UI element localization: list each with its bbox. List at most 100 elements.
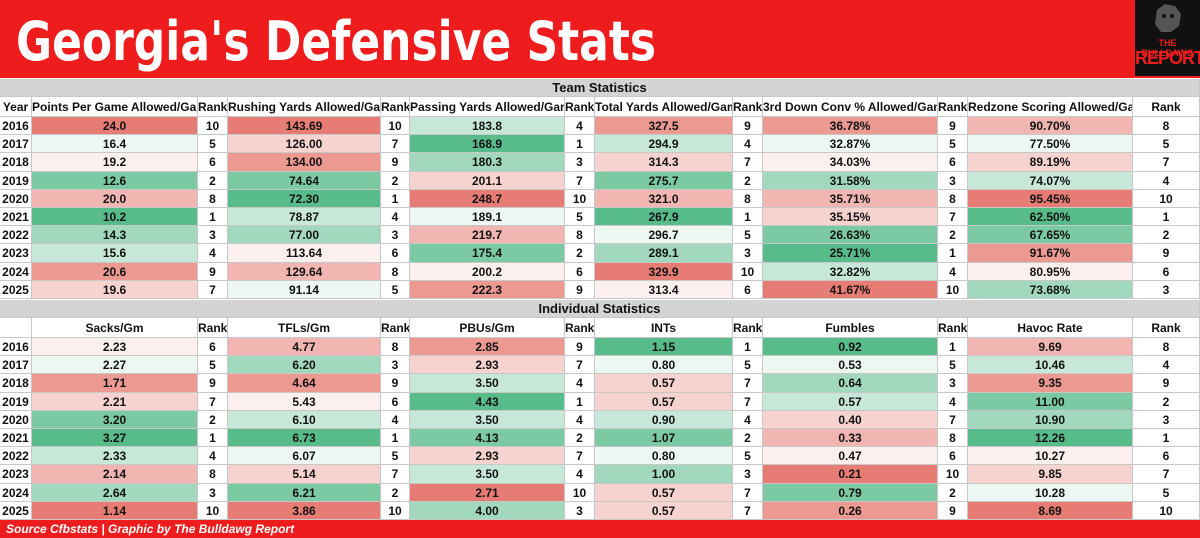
stat-cell: 219.7 bbox=[410, 226, 565, 245]
stat-cell: 12.26 bbox=[968, 429, 1133, 448]
column-header bbox=[0, 318, 32, 338]
stat-cell: 19.2 bbox=[32, 153, 198, 172]
column-header: TFLs/Gm bbox=[228, 318, 381, 338]
rank-cell: 4 bbox=[938, 392, 968, 411]
year-cell: 2016 bbox=[0, 117, 32, 136]
rank-cell: 3 bbox=[565, 501, 595, 520]
stat-cell: 78.87 bbox=[228, 208, 381, 227]
year-cell: 2017 bbox=[0, 356, 32, 375]
stat-cell: 95.45% bbox=[968, 189, 1133, 208]
stat-cell: 175.4 bbox=[410, 244, 565, 263]
stat-cell: 8.69 bbox=[968, 501, 1133, 520]
stat-cell: 15.6 bbox=[32, 244, 198, 263]
rank-cell: 8 bbox=[1133, 117, 1200, 136]
rank-cell: 2 bbox=[733, 429, 763, 448]
section-title: Individual Statistics bbox=[0, 300, 1200, 318]
rank-cell: 2 bbox=[565, 244, 595, 263]
stat-cell: 35.15% bbox=[763, 208, 938, 227]
rank-cell: 6 bbox=[381, 244, 410, 263]
stat-cell: 143.69 bbox=[228, 117, 381, 136]
stat-cell: 2.85 bbox=[410, 338, 565, 357]
stat-cell: 91.67% bbox=[968, 244, 1133, 263]
logo-icon bbox=[1155, 4, 1181, 32]
column-header: Rank bbox=[733, 318, 763, 338]
rank-cell: 8 bbox=[938, 429, 968, 448]
year-cell: 2018 bbox=[0, 153, 32, 172]
rank-cell: 5 bbox=[198, 356, 228, 375]
rank-cell: 6 bbox=[938, 447, 968, 466]
rank-cell: 3 bbox=[198, 226, 228, 245]
column-header: Rank bbox=[1133, 318, 1200, 338]
column-header: Rank bbox=[1133, 97, 1200, 117]
stat-cell: 275.7 bbox=[595, 171, 733, 190]
rank-cell: 4 bbox=[381, 410, 410, 429]
stat-cell: 5.43 bbox=[228, 392, 381, 411]
rank-cell: 8 bbox=[938, 189, 968, 208]
stat-cell: 126.00 bbox=[228, 135, 381, 154]
stat-cell: 0.57 bbox=[595, 483, 733, 502]
stat-cell: 32.87% bbox=[763, 135, 938, 154]
rank-cell: 7 bbox=[938, 410, 968, 429]
logo: THE BULLDAWG REPORT bbox=[1135, 0, 1200, 76]
column-header: 3rd Down Conv % Allowed/Game bbox=[763, 97, 938, 117]
rank-cell: 3 bbox=[733, 244, 763, 263]
stat-cell: 67.65% bbox=[968, 226, 1133, 245]
stat-cell: 35.71% bbox=[763, 189, 938, 208]
rank-cell: 2 bbox=[938, 226, 968, 245]
stat-cell: 10.46 bbox=[968, 356, 1133, 375]
stat-cell: 12.6 bbox=[32, 171, 198, 190]
year-cell: 2021 bbox=[0, 208, 32, 227]
rank-cell: 7 bbox=[733, 501, 763, 520]
rank-cell: 8 bbox=[381, 338, 410, 357]
stat-cell: 0.33 bbox=[763, 429, 938, 448]
stat-cell: 2.33 bbox=[32, 447, 198, 466]
rank-cell: 9 bbox=[733, 117, 763, 136]
stat-cell: 3.20 bbox=[32, 410, 198, 429]
page-title: Georgia's Defensive Stats bbox=[16, 10, 656, 73]
rank-cell: 9 bbox=[938, 501, 968, 520]
rank-cell: 1 bbox=[565, 135, 595, 154]
rank-cell: 6 bbox=[381, 392, 410, 411]
year-cell: 2016 bbox=[0, 338, 32, 357]
rank-cell: 10 bbox=[198, 501, 228, 520]
column-header: Rank bbox=[938, 318, 968, 338]
rank-cell: 7 bbox=[733, 483, 763, 502]
rank-cell: 9 bbox=[381, 153, 410, 172]
rank-cell: 7 bbox=[1133, 153, 1200, 172]
rank-cell: 4 bbox=[381, 208, 410, 227]
stat-cell: 80.95% bbox=[968, 262, 1133, 281]
stat-cell: 34.03% bbox=[763, 153, 938, 172]
footer: Source Cfbstats | Graphic by The Bulldaw… bbox=[0, 520, 1200, 538]
stat-cell: 0.57 bbox=[595, 501, 733, 520]
rank-cell: 10 bbox=[733, 262, 763, 281]
stat-cell: 11.00 bbox=[968, 392, 1133, 411]
rank-cell: 3 bbox=[198, 483, 228, 502]
rank-cell: 4 bbox=[1133, 171, 1200, 190]
column-header: Year bbox=[0, 97, 32, 117]
rank-cell: 7 bbox=[733, 374, 763, 393]
stat-cell: 20.6 bbox=[32, 262, 198, 281]
year-cell: 2025 bbox=[0, 501, 32, 520]
year-cell: 2022 bbox=[0, 226, 32, 245]
rank-cell: 5 bbox=[1133, 483, 1200, 502]
stat-cell: 0.47 bbox=[763, 447, 938, 466]
column-header: Redzone Scoring Allowed/Game bbox=[968, 97, 1133, 117]
stat-cell: 0.57 bbox=[763, 392, 938, 411]
stat-cell: 3.86 bbox=[228, 501, 381, 520]
rank-cell: 9 bbox=[565, 280, 595, 299]
stat-cell: 3.50 bbox=[410, 465, 565, 484]
stat-cell: 74.64 bbox=[228, 171, 381, 190]
stat-cell: 3.27 bbox=[32, 429, 198, 448]
stat-cell: 10.90 bbox=[968, 410, 1133, 429]
stat-cell: 4.77 bbox=[228, 338, 381, 357]
stat-cell: 248.7 bbox=[410, 189, 565, 208]
stat-cell: 91.14 bbox=[228, 280, 381, 299]
rank-cell: 6 bbox=[733, 280, 763, 299]
rank-cell: 10 bbox=[938, 280, 968, 299]
rank-cell: 7 bbox=[938, 208, 968, 227]
rank-cell: 4 bbox=[565, 410, 595, 429]
stat-cell: 24.0 bbox=[32, 117, 198, 136]
stat-cell: 0.57 bbox=[595, 374, 733, 393]
